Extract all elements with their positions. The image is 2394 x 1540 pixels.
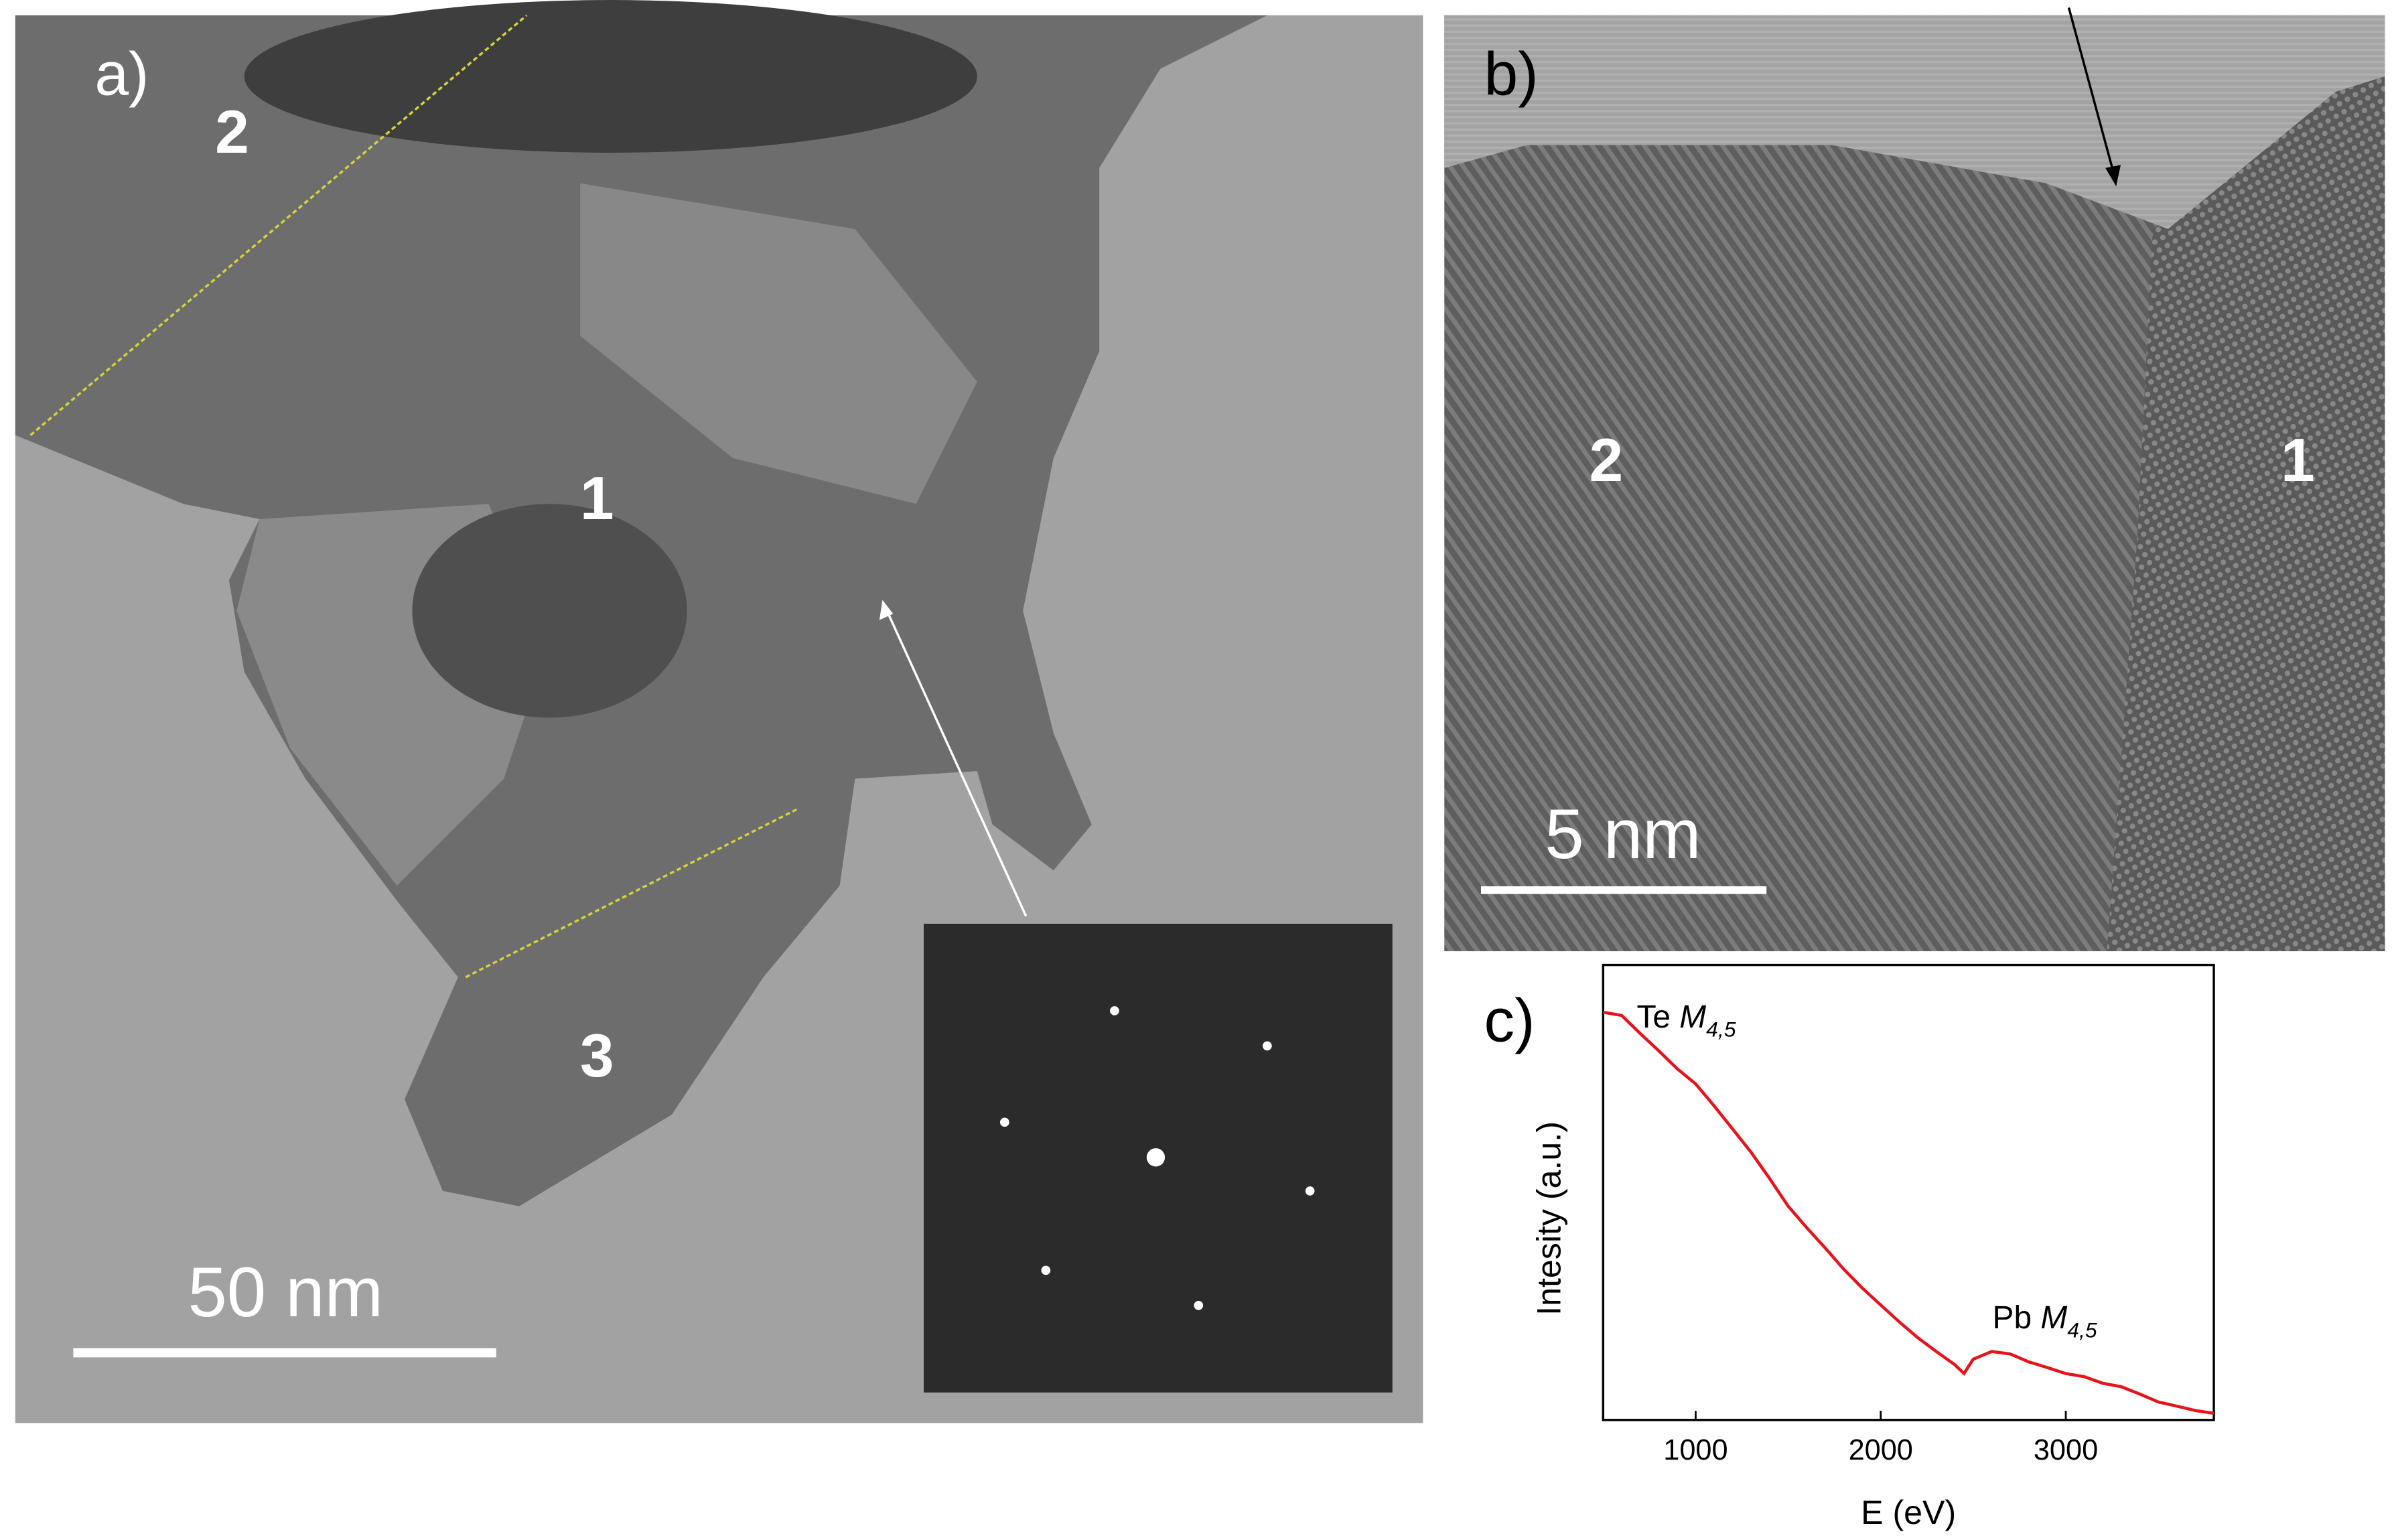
region-label: 1: [2281, 426, 2315, 494]
arrow-head: [879, 600, 894, 620]
annotation: Te M4,5: [1636, 999, 1736, 1042]
panel-a: a) 2 1 3 50 nm: [15, 0, 1423, 1423]
boundary-line: [465, 808, 798, 979]
panel-label: c): [1484, 987, 1535, 1055]
region-label: 1: [580, 464, 614, 533]
dark-region: [244, 0, 977, 153]
annotation: Pb M4,5: [1993, 1300, 2097, 1342]
panel-c: c) E (eV) Intesity (a.u.) Te M4,5 Pb M4,…: [1484, 963, 2215, 1531]
arrow-head: [2105, 165, 2121, 187]
particle-light: [580, 183, 977, 504]
x-axis-label: E (eV): [1861, 1494, 1956, 1531]
dark-region: [412, 504, 687, 718]
fft-spots: [999, 1006, 1315, 1310]
panel-label: a): [94, 40, 149, 108]
region-label: 2: [1590, 426, 1624, 494]
region-label: 3: [580, 1022, 614, 1090]
x-tick-label: 3000: [2034, 1434, 2098, 1466]
amorphous-layer: [1444, 15, 2385, 229]
arrow: [884, 607, 1028, 917]
grain-1: [2107, 76, 2385, 952]
x-tick-label: 2000: [1849, 1434, 1913, 1466]
arrow: [2067, 7, 2115, 171]
x-tick-label: 1000: [1663, 1434, 1728, 1466]
spectrum-line: [1602, 1010, 2214, 1415]
panel-label: b): [1484, 40, 1539, 108]
scale-bar-label: 50 nm: [188, 1253, 383, 1332]
panel-b: b) 2 1 5 nm: [1444, 7, 2385, 952]
region-label: 2: [215, 98, 249, 166]
y-axis-label: Intesity (a.u.): [1530, 1121, 1567, 1316]
scale-bar-label: 5 nm: [1545, 795, 1701, 873]
plot-frame: [1602, 963, 2215, 1421]
boundary-line: [29, 14, 528, 436]
